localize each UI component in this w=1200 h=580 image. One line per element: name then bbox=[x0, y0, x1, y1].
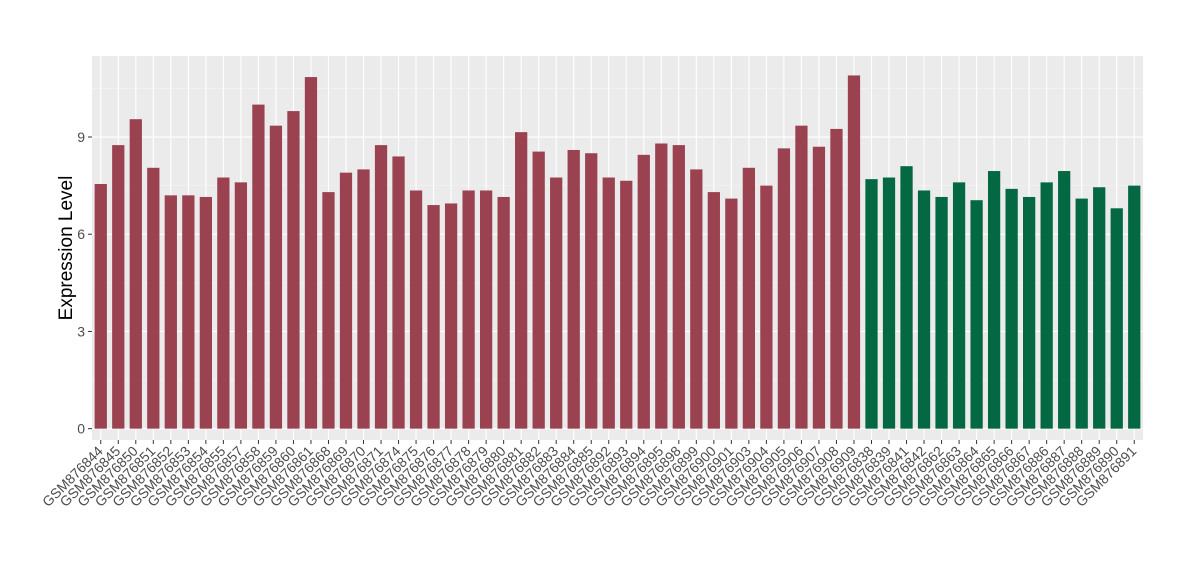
bar bbox=[1093, 187, 1106, 429]
bar bbox=[847, 75, 861, 429]
bar bbox=[252, 104, 265, 429]
bar bbox=[777, 148, 791, 429]
bar bbox=[287, 111, 300, 429]
bar bbox=[532, 151, 545, 429]
bar bbox=[479, 190, 493, 429]
bar bbox=[917, 190, 931, 429]
y-axis-ticks: 0 3 6 9 bbox=[77, 129, 92, 437]
bar bbox=[234, 182, 248, 429]
bar bbox=[199, 196, 212, 429]
bar bbox=[515, 132, 528, 429]
bar bbox=[795, 125, 808, 429]
bar bbox=[742, 167, 756, 429]
bar bbox=[357, 169, 370, 429]
bar bbox=[585, 153, 598, 429]
bar bbox=[620, 180, 633, 429]
bars bbox=[94, 75, 1141, 429]
bar bbox=[1110, 208, 1123, 429]
bar bbox=[1058, 171, 1071, 429]
bar bbox=[987, 171, 1001, 429]
bar bbox=[1075, 198, 1088, 429]
bar bbox=[339, 172, 353, 429]
bar bbox=[830, 128, 843, 429]
plot-panel bbox=[92, 56, 1143, 440]
y-tick-label: 6 bbox=[77, 226, 85, 242]
bar bbox=[269, 125, 283, 429]
bar bbox=[550, 177, 563, 429]
bar bbox=[1005, 188, 1018, 429]
bar bbox=[374, 145, 388, 429]
bar bbox=[690, 169, 703, 429]
bar bbox=[567, 149, 580, 429]
bar bbox=[497, 196, 510, 429]
y-tick-label: 9 bbox=[77, 129, 85, 145]
bar bbox=[900, 166, 913, 429]
bar bbox=[952, 182, 966, 429]
bar bbox=[1040, 182, 1053, 429]
bar bbox=[322, 192, 335, 429]
bar bbox=[760, 185, 773, 429]
bar bbox=[112, 145, 125, 429]
bar bbox=[707, 192, 720, 429]
bar bbox=[637, 154, 650, 429]
y-tick-label: 3 bbox=[77, 323, 85, 339]
x-axis-ticks: GSM876844GSM876845GSM876850GSM876851GSM8… bbox=[39, 440, 1140, 510]
bar bbox=[602, 177, 615, 429]
bar bbox=[392, 156, 405, 429]
y-axis-title: Expression Level bbox=[56, 176, 77, 321]
bar bbox=[865, 179, 878, 429]
bar bbox=[1128, 185, 1141, 429]
bar bbox=[970, 200, 983, 429]
bar bbox=[672, 145, 685, 429]
bar bbox=[164, 195, 177, 429]
bar bbox=[182, 195, 195, 429]
bar bbox=[304, 77, 318, 429]
bar bbox=[882, 177, 896, 429]
bar bbox=[444, 203, 458, 429]
bar bbox=[725, 198, 738, 429]
bar bbox=[409, 190, 423, 429]
bar bbox=[935, 196, 948, 429]
y-tick-label: 0 bbox=[77, 421, 85, 437]
bar bbox=[1023, 196, 1036, 429]
bar bbox=[462, 190, 475, 429]
bar bbox=[94, 184, 107, 429]
bar bbox=[217, 177, 230, 429]
bar bbox=[655, 143, 668, 429]
bar bbox=[812, 146, 826, 429]
bar bbox=[129, 119, 142, 429]
bar bbox=[427, 205, 440, 429]
bar bbox=[147, 167, 160, 429]
